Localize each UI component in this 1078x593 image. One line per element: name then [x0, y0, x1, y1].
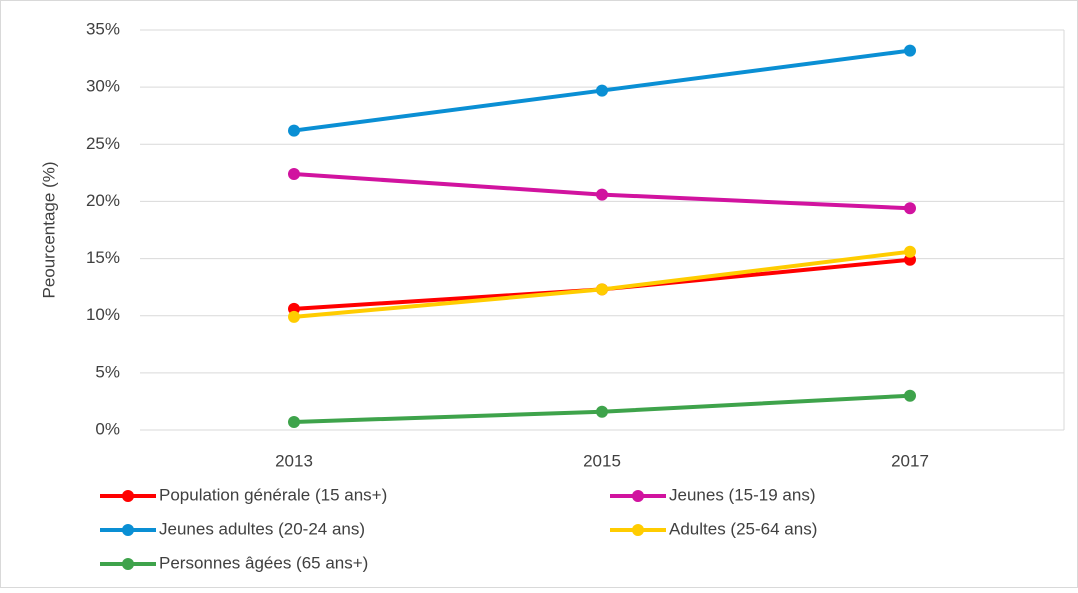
x-tick-label: 2015 [583, 451, 621, 470]
data-point [288, 124, 300, 137]
y-tick-label: 25% [86, 134, 120, 153]
y-tick-label: 30% [86, 77, 120, 96]
data-point [596, 283, 608, 296]
legend-marker [632, 490, 644, 502]
y-tick-label: 10% [86, 305, 120, 324]
data-point [596, 84, 608, 97]
legend-label: Jeunes adultes (20-24 ans) [159, 519, 365, 538]
legend-marker [122, 558, 134, 570]
data-point [288, 310, 300, 323]
y-axis-label: Peourcentage (%) [39, 161, 58, 298]
y-tick-label: 35% [86, 19, 120, 38]
y-tick-label: 5% [95, 362, 120, 381]
legend-label: Personnes âgées (65 ans+) [159, 553, 368, 572]
legend-marker [122, 490, 134, 502]
x-tick-label: 2017 [891, 451, 929, 470]
data-point [288, 168, 300, 180]
x-tick-label: 2013 [275, 451, 313, 470]
data-point [904, 245, 916, 258]
data-point [904, 202, 916, 215]
y-tick-label: 20% [86, 191, 120, 210]
y-tick-label: 15% [86, 248, 120, 267]
data-point [288, 416, 300, 428]
legend-marker [122, 524, 134, 536]
y-tick-label: 0% [95, 419, 120, 438]
data-point [596, 405, 608, 418]
legend-label: Jeunes (15-19 ans) [669, 485, 815, 504]
data-point [904, 389, 916, 402]
data-point [596, 188, 608, 201]
legend-label: Adultes (25-64 ans) [669, 519, 817, 538]
legend-marker [632, 524, 644, 536]
legend-label: Population générale (15 ans+) [159, 485, 387, 504]
data-point [904, 44, 916, 57]
